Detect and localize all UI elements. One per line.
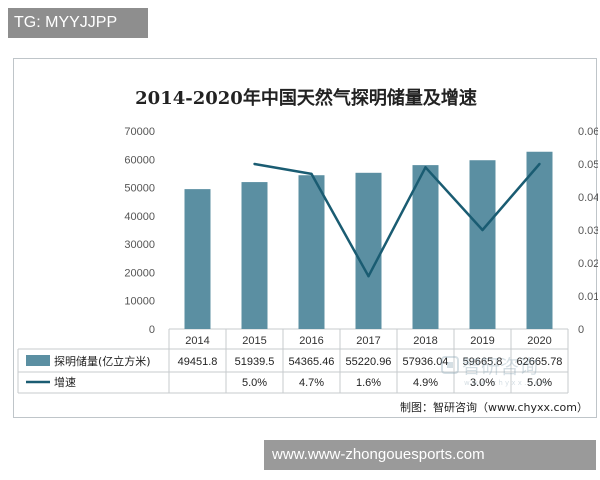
chart-title: 2014-2020年中国天然气探明储量及增速 [135,87,477,109]
bar [355,172,382,329]
line-point [310,172,313,176]
x-tick-label: 2016 [299,335,323,347]
growth-line-group [253,162,541,278]
bar [469,160,496,329]
bar [241,182,268,329]
line-point [367,275,370,278]
growth-value-label: 4.9% [413,377,438,389]
line-point [424,166,427,169]
x-tick-label: 2019 [470,335,494,347]
bar-value-label: 54365.46 [289,356,335,368]
x-tick-label: 2014 [185,335,209,347]
line-point [538,162,541,166]
legend-bar-key [26,355,50,366]
growth-value-label: 5.0% [242,377,267,389]
left-tick-label: 10000 [124,296,155,308]
chart-svg: 2014-2020年中国天然气探明储量及增速 0 10000 20000 30000 4… [17,87,598,414]
x-tick-label: 2015 [242,335,266,347]
left-tick-label: 50000 [124,183,155,195]
growth-value-label: 5.0% [527,377,552,389]
line-point [253,162,256,166]
x-axis-labels: 2014 2015 2016 2017 2018 2019 2020 [185,335,551,347]
left-tick-label: 40000 [124,211,155,223]
bar [298,175,325,329]
legend-line-label: 增速 [54,375,76,389]
line-point [481,228,484,232]
left-axis-ticks: 0 10000 20000 30000 40000 50000 60000 70000 [124,126,155,336]
right-axis-ticks: 0 0.01 0.02 0.03 0.04 0.05 0.06 [578,126,598,336]
x-tick-label: 2018 [413,335,437,347]
right-tick-label: 0.01 [578,291,598,303]
bar-value-label: 59665.8 [463,356,503,368]
right-tick-label: 0.03 [578,225,598,237]
left-tick-label: 20000 [124,267,155,279]
growth-value-label: 1.6% [356,377,381,389]
bar-value-label: 51939.5 [235,356,275,368]
bar-value-label: 49451.8 [178,356,218,368]
growth-line [254,162,541,278]
x-tick-label: 2017 [356,335,380,347]
watermark-text-en: w w w . c h y x x . c o m [464,379,548,387]
x-tick-label: 2020 [527,335,551,347]
watermark: 智研咨询 w w w . c h y x x . c o m [441,356,548,387]
right-tick-label: 0.06 [578,126,598,138]
bar [526,151,553,329]
url-banner: www.www-zhongouesports.com [264,440,596,470]
right-tick-label: 0.04 [578,192,598,204]
tag-badge: TG: MYYJJPP [8,8,148,38]
bar-value-label: 57936.04 [403,356,449,368]
right-tick-label: 0.02 [578,258,598,270]
left-tick-label: 30000 [124,239,155,251]
data-table: 探明储量(亿立方米) 增速 49451.8 51939.5 54365.46 55220.… [26,354,562,389]
right-tick-label: 0 [578,324,584,336]
bar-value-label: 55220.96 [346,356,392,368]
bar [184,189,211,329]
watermark-text-cn: 智研咨询 [462,356,538,378]
table-grid [17,328,569,394]
watermark-logo-icon [441,356,459,374]
left-tick-label: 70000 [124,126,155,138]
chart-frame: 2014-2020年中国天然气探明储量及增速 0 10000 20000 30000 4… [13,58,598,418]
growth-value-label: 3.0% [470,377,495,389]
bar [412,165,439,329]
right-tick-label: 0.05 [578,159,598,171]
growth-value-label: 4.7% [299,377,324,389]
bars [184,151,553,329]
left-tick-label: 60000 [124,154,155,166]
source-note: 制图：智研咨询（www.chyxx.com） [400,400,588,414]
legend-bar-label: 探明储量(亿立方米) [54,354,151,368]
left-tick-label: 0 [149,324,155,336]
bar-value-label: 62665.78 [517,356,563,368]
